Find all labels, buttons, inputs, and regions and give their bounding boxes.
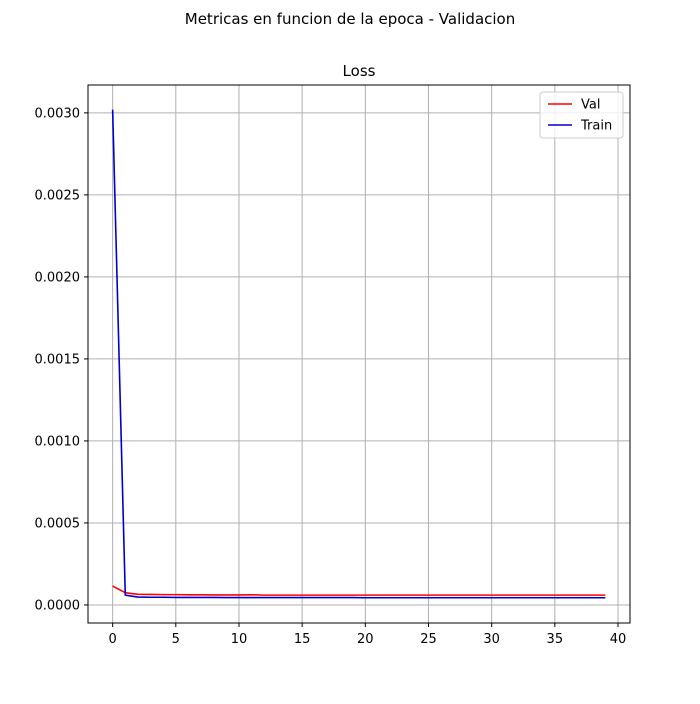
- series-line-val: [112, 585, 606, 596]
- y-tick-label: 0.0030: [35, 106, 81, 121]
- x-tick-label: 20: [357, 632, 374, 647]
- y-tick-label: 0.0020: [35, 270, 81, 285]
- x-tick-label: 5: [172, 632, 180, 647]
- plot-area-frame: [87, 84, 631, 624]
- x-tick-label: 30: [483, 632, 500, 647]
- figure-suptitle: Metricas en funcion de la epoca - Valida…: [184, 10, 516, 28]
- legend-label-train: Train: [580, 119, 612, 134]
- x-tick-label: 40: [610, 632, 627, 647]
- grid: [88, 85, 630, 623]
- x-tick-label: 15: [294, 632, 311, 647]
- x-tick-label: 10: [231, 632, 248, 647]
- chart-title: Loss: [343, 62, 376, 80]
- y-tick-label: 0.0015: [35, 352, 81, 367]
- series-layer: [111, 109, 606, 599]
- y-tick-label: 0.0010: [35, 434, 81, 449]
- x-tick-label: 0: [108, 632, 116, 647]
- y-tick-label: 0.0025: [35, 188, 81, 203]
- x-tick-label: 35: [547, 632, 564, 647]
- y-axis: 0.0000 0.0005 0.0010 0.0015 0.0020 0.0025 0.00…: [35, 106, 88, 613]
- legend[interactable]: Val Train: [539, 91, 624, 139]
- x-axis: 0 5 10 15 20 25 30 35 40: [108, 623, 626, 647]
- y-tick-label: 0.0005: [35, 516, 81, 531]
- y-tick-label: 0.0000: [35, 598, 81, 613]
- series-line-train: [111, 109, 606, 599]
- legend-label-val: Val: [581, 98, 600, 113]
- x-tick-label: 25: [420, 632, 437, 647]
